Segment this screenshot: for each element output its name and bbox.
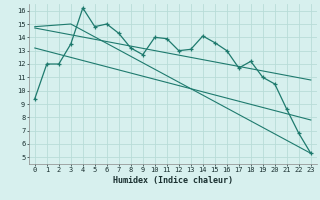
X-axis label: Humidex (Indice chaleur): Humidex (Indice chaleur) [113, 176, 233, 185]
